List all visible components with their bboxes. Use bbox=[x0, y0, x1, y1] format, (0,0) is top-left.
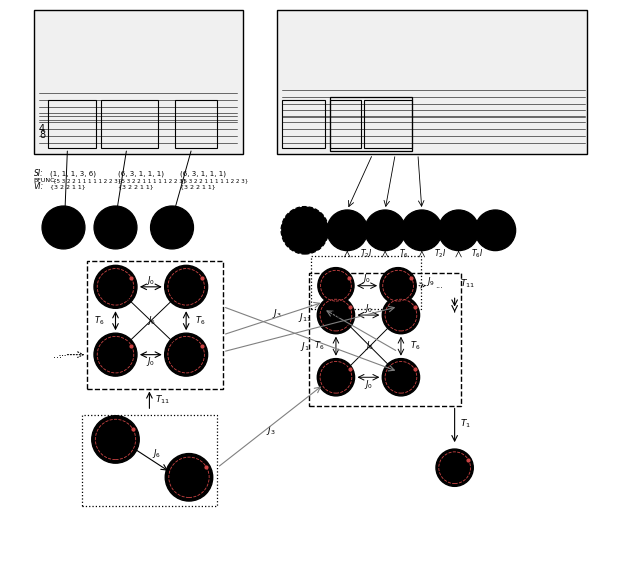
Text: P: P bbox=[183, 282, 189, 292]
Text: $P_2$: $P_2$ bbox=[395, 370, 407, 384]
Circle shape bbox=[94, 333, 137, 376]
Text: $P_8$: $P_8$ bbox=[395, 308, 407, 322]
Circle shape bbox=[165, 265, 207, 308]
Circle shape bbox=[365, 210, 406, 250]
Circle shape bbox=[383, 296, 420, 334]
Text: $J_3$: $J_3$ bbox=[266, 424, 276, 437]
Text: $J_6$: $J_6$ bbox=[147, 314, 156, 327]
Text: BFUNC:: BFUNC: bbox=[34, 178, 57, 183]
Text: 4: 4 bbox=[39, 124, 45, 133]
Text: {5 3 2 2 1 1 1 1 1 2 2 3}: {5 3 2 2 1 1 1 1 1 2 2 3} bbox=[181, 178, 249, 183]
Text: $T_6$: $T_6$ bbox=[399, 248, 409, 260]
Text: $J_{11}$: $J_{11}$ bbox=[298, 311, 312, 324]
Text: $p_2$: $p_2$ bbox=[330, 371, 342, 383]
Circle shape bbox=[475, 210, 515, 250]
Circle shape bbox=[92, 416, 139, 463]
Text: $T_{11}$: $T_{11}$ bbox=[155, 394, 170, 406]
Text: $J_6$: $J_6$ bbox=[365, 339, 374, 352]
Text: {3 2 2 1 1}: {3 2 2 1 1} bbox=[181, 184, 216, 189]
Text: $p_5$: $p_5$ bbox=[109, 433, 122, 445]
Circle shape bbox=[383, 358, 420, 396]
Circle shape bbox=[317, 296, 355, 334]
Circle shape bbox=[165, 333, 207, 376]
Text: $J_0$: $J_0$ bbox=[147, 274, 155, 286]
Circle shape bbox=[318, 268, 354, 304]
Circle shape bbox=[380, 268, 416, 304]
Text: $p_9$: $p_9$ bbox=[330, 279, 342, 292]
Circle shape bbox=[94, 265, 137, 308]
Circle shape bbox=[327, 210, 368, 250]
Circle shape bbox=[281, 207, 329, 254]
Text: $J_6$: $J_6$ bbox=[152, 447, 161, 460]
Text: $T_2I$: $T_2I$ bbox=[434, 248, 446, 260]
Text: $p_6$: $p_6$ bbox=[109, 349, 122, 361]
Text: $T_{11}$: $T_{11}$ bbox=[460, 278, 475, 290]
Text: $J_1$: $J_1$ bbox=[300, 340, 310, 353]
Circle shape bbox=[436, 449, 473, 486]
Text: (1, 1, 1, 3, 6): (1, 1, 1, 3, 6) bbox=[50, 170, 96, 177]
Text: ...: ... bbox=[53, 350, 62, 360]
Circle shape bbox=[165, 454, 213, 501]
Text: $T_1$: $T_1$ bbox=[460, 418, 471, 431]
Text: $J_9$: $J_9$ bbox=[427, 275, 435, 287]
Text: $P_1$: $P_1$ bbox=[449, 461, 460, 475]
Text: $P_9$: $P_9$ bbox=[392, 279, 404, 293]
Circle shape bbox=[317, 358, 355, 396]
Text: $J_0$: $J_0$ bbox=[364, 378, 373, 391]
Text: p: p bbox=[112, 282, 119, 292]
Circle shape bbox=[402, 210, 442, 250]
Circle shape bbox=[438, 210, 479, 250]
Text: $P_6$: $P_6$ bbox=[180, 348, 192, 362]
Text: $T_6$: $T_6$ bbox=[94, 315, 105, 327]
Text: $p_8$: $p_8$ bbox=[330, 309, 342, 321]
Text: (6, 3, 1, 1, 1): (6, 3, 1, 1, 1) bbox=[119, 170, 165, 177]
FancyBboxPatch shape bbox=[34, 10, 243, 154]
Text: $J_0$: $J_0$ bbox=[363, 273, 371, 285]
Text: {5 3 2 2 1 1 1 1 1 2 2 3}: {5 3 2 2 1 1 1 1 1 2 2 3} bbox=[119, 178, 186, 183]
Text: VI:: VI: bbox=[34, 182, 43, 191]
Text: $J_3$: $J_3$ bbox=[272, 307, 281, 320]
Circle shape bbox=[94, 206, 137, 249]
Text: (6, 3, 1, 1, 1): (6, 3, 1, 1, 1) bbox=[181, 170, 227, 177]
Text: $P_{11}$: $P_{11}$ bbox=[181, 470, 197, 484]
Text: {3 2 2 1 1}: {3 2 2 1 1} bbox=[119, 184, 154, 189]
Text: $T_6$: $T_6$ bbox=[314, 340, 325, 352]
FancyBboxPatch shape bbox=[276, 10, 587, 154]
Text: $T_6I$: $T_6I$ bbox=[471, 248, 483, 260]
Text: $J_0$: $J_0$ bbox=[147, 355, 155, 368]
Text: SI:: SI: bbox=[34, 169, 43, 178]
Text: $T_6$: $T_6$ bbox=[410, 340, 420, 352]
Text: $T_2I$: $T_2I$ bbox=[360, 248, 373, 260]
Circle shape bbox=[42, 206, 85, 249]
Text: 8: 8 bbox=[39, 130, 45, 140]
Text: {5 3 2 2 1 1 1 1 1 2 2 3}: {5 3 2 2 1 1 1 1 1 2 2 3} bbox=[53, 178, 122, 183]
Text: ...: ... bbox=[435, 281, 443, 290]
Text: $J_0$: $J_0$ bbox=[364, 302, 373, 315]
Text: $T_6$: $T_6$ bbox=[195, 315, 206, 327]
Text: {3 2 2 1 1}: {3 2 2 1 1} bbox=[50, 184, 86, 189]
Circle shape bbox=[150, 206, 194, 249]
